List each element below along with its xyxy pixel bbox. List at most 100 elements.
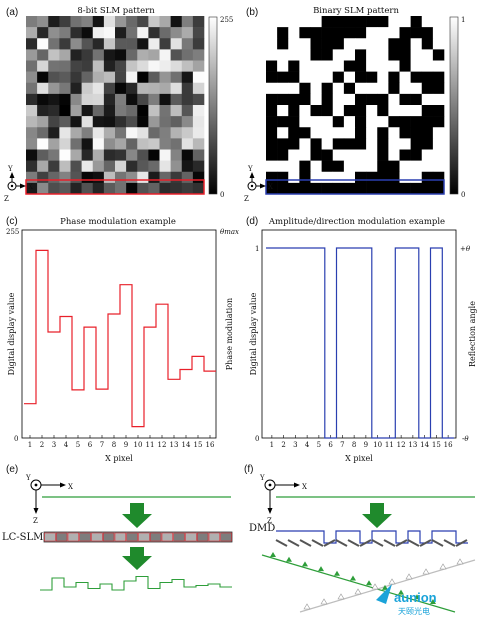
heatmap-cell bbox=[332, 105, 345, 117]
heatmap-cell bbox=[181, 182, 194, 195]
beam-arrow-off bbox=[456, 558, 464, 565]
axes-icon-b: Y X Z bbox=[244, 165, 273, 203]
heatmap-cell bbox=[103, 38, 116, 50]
heatmap-cell bbox=[299, 160, 311, 173]
heatmap-cell bbox=[26, 105, 38, 117]
heatmap-cell bbox=[115, 93, 127, 106]
heatmap-cell bbox=[310, 82, 322, 95]
heatmap-cell bbox=[410, 149, 423, 161]
heatmap-cell bbox=[37, 60, 49, 72]
heatmap-cell bbox=[26, 149, 38, 161]
heatmap-cell bbox=[37, 171, 49, 184]
heatmap-cell bbox=[70, 49, 82, 61]
heatmap-cell bbox=[81, 105, 94, 117]
axis-y-a: Y bbox=[7, 165, 13, 173]
heatmap-cell bbox=[299, 38, 311, 50]
heatmap-cell bbox=[377, 138, 389, 150]
x-tick-label: 7 bbox=[340, 441, 344, 449]
heatmap-cell bbox=[137, 182, 149, 195]
x-tick-label: 6 bbox=[328, 441, 333, 449]
heatmap-cell bbox=[288, 116, 300, 128]
heatmap-cell bbox=[192, 127, 205, 139]
micromirror bbox=[275, 539, 288, 547]
beam-arrow-on bbox=[350, 575, 356, 581]
down-arrow-icon bbox=[362, 503, 392, 528]
heatmap-cell bbox=[181, 93, 194, 106]
heatmap-cell bbox=[159, 93, 171, 106]
heatmap-cell bbox=[126, 49, 138, 61]
heatmap-cell bbox=[421, 127, 434, 139]
heatmap-cell bbox=[432, 49, 445, 61]
heatmap-cell bbox=[410, 138, 423, 150]
axis-x-f: X bbox=[302, 483, 307, 491]
x-tick-label: 9 bbox=[364, 441, 368, 449]
heatmap-cell bbox=[26, 171, 38, 184]
heatmap-cell bbox=[388, 82, 400, 95]
axis-x-b: X bbox=[268, 183, 273, 191]
lcslm-pixel bbox=[103, 532, 115, 542]
heatmap-cell bbox=[26, 49, 38, 61]
heatmap-cell bbox=[432, 182, 445, 195]
lcslm-pixel bbox=[79, 532, 91, 542]
heatmap-cell bbox=[81, 16, 94, 28]
heatmap-cell bbox=[377, 182, 389, 195]
heatmap-cell bbox=[266, 160, 278, 173]
heatmap-cell bbox=[126, 149, 138, 161]
heatmap-cell bbox=[310, 116, 322, 128]
heatmap-cell bbox=[126, 71, 138, 84]
heatmap-cell bbox=[277, 171, 289, 184]
heatmap-cell bbox=[310, 93, 322, 106]
heatmap-cell bbox=[355, 160, 367, 173]
heatmap-cell bbox=[170, 127, 183, 139]
heatmap-cell bbox=[377, 160, 389, 173]
heatmap-cell bbox=[343, 71, 356, 84]
heatmap-cell bbox=[299, 16, 311, 28]
heatmap-cell bbox=[115, 138, 127, 150]
heatmap-cell bbox=[170, 138, 183, 150]
plot-d-xlabel: X pixel bbox=[345, 454, 373, 463]
heatmap-cell bbox=[192, 93, 205, 106]
heatmap-cell bbox=[388, 149, 400, 161]
heatmap-cell bbox=[81, 171, 94, 184]
heatmap-cell bbox=[159, 49, 171, 61]
heatmap-cell bbox=[181, 27, 194, 39]
heatmap-cell bbox=[92, 27, 105, 39]
axis-y-b: Y bbox=[247, 165, 253, 173]
micromirror bbox=[299, 539, 312, 547]
heatmap-cell bbox=[126, 127, 138, 139]
heatmap-cell bbox=[37, 71, 49, 84]
axis-y-e: Y bbox=[25, 474, 31, 482]
heatmap-cell bbox=[299, 105, 311, 117]
heatmap-cell bbox=[37, 149, 49, 161]
heatmap-cell bbox=[277, 16, 289, 28]
heatmap-cell bbox=[159, 127, 171, 139]
phase-step-line bbox=[24, 249, 216, 428]
heatmap-cell bbox=[399, 116, 411, 128]
heatmap-cell bbox=[377, 71, 389, 84]
heatmap-cell bbox=[103, 93, 116, 106]
heatmap-cell bbox=[310, 171, 322, 184]
heatmap-cell bbox=[366, 127, 378, 139]
heatmap-cell bbox=[366, 82, 378, 95]
x-tick-label: 8 bbox=[352, 441, 356, 449]
heatmap-cell bbox=[192, 71, 205, 84]
heatmap-cell bbox=[377, 82, 389, 95]
micromirror bbox=[371, 539, 384, 547]
dmd-label: DMD bbox=[249, 523, 275, 534]
heatmap-cell bbox=[192, 105, 205, 117]
panel-d-tag: (d) bbox=[246, 216, 258, 227]
heatmap-cell bbox=[332, 16, 345, 28]
heatmap-cell bbox=[26, 182, 38, 195]
heatmap-cell bbox=[59, 71, 71, 84]
heatmap-cell bbox=[310, 38, 322, 50]
x-tick-label: 12 bbox=[397, 441, 406, 449]
heatmap-cell bbox=[299, 27, 311, 39]
heatmap-cell bbox=[70, 160, 82, 173]
heatmap-cell bbox=[26, 71, 38, 84]
heatmap-cell bbox=[126, 138, 138, 150]
heatmap-cell bbox=[288, 82, 300, 95]
plot-d-y2label: Reflection angle bbox=[468, 301, 477, 367]
heatmap-cell bbox=[355, 127, 367, 139]
heatmap-cell bbox=[421, 93, 434, 106]
heatmap-cell bbox=[70, 127, 82, 139]
